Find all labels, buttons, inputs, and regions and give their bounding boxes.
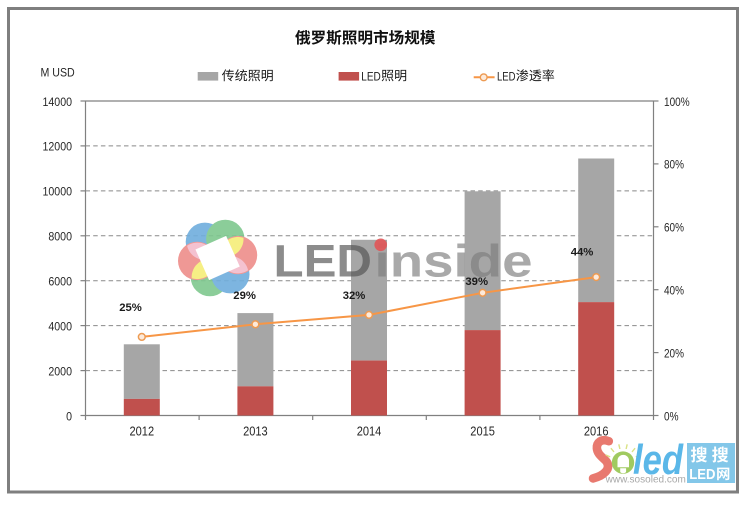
svg-text:M USD: M USD bbox=[41, 65, 75, 79]
svg-text:2000: 2000 bbox=[48, 364, 72, 378]
svg-text:LED: LED bbox=[274, 236, 373, 287]
svg-text:inside: inside bbox=[375, 236, 533, 287]
svg-text:39%: 39% bbox=[465, 276, 488, 288]
svg-text:0: 0 bbox=[66, 409, 72, 423]
svg-text:40%: 40% bbox=[664, 285, 684, 298]
svg-text:led: led bbox=[633, 436, 684, 483]
svg-text:2015: 2015 bbox=[470, 424, 495, 438]
svg-text:10000: 10000 bbox=[43, 185, 73, 199]
svg-text:44%: 44% bbox=[571, 247, 594, 259]
svg-text:LED: LED bbox=[497, 70, 516, 84]
svg-text:www.sosoled.com: www.sosoled.com bbox=[605, 475, 686, 486]
svg-text:4000: 4000 bbox=[48, 319, 72, 333]
svg-text:29%: 29% bbox=[233, 290, 256, 302]
svg-text:LED: LED bbox=[689, 467, 715, 483]
svg-text:12000: 12000 bbox=[43, 140, 73, 154]
svg-text:2012: 2012 bbox=[130, 424, 155, 438]
svg-text:8000: 8000 bbox=[48, 230, 72, 244]
svg-text:20%: 20% bbox=[664, 347, 684, 360]
svg-text:100%: 100% bbox=[664, 96, 690, 109]
svg-text:2014: 2014 bbox=[357, 424, 382, 438]
svg-text:60%: 60% bbox=[664, 222, 684, 235]
svg-text:2016: 2016 bbox=[584, 424, 609, 438]
svg-text:14000: 14000 bbox=[43, 95, 73, 109]
svg-text:0%: 0% bbox=[664, 410, 679, 423]
svg-text:6000: 6000 bbox=[48, 275, 72, 289]
svg-text:80%: 80% bbox=[664, 159, 684, 172]
svg-text:2013: 2013 bbox=[243, 424, 268, 438]
svg-text:LED: LED bbox=[361, 70, 381, 84]
svg-text:25%: 25% bbox=[119, 302, 142, 314]
svg-text:32%: 32% bbox=[343, 290, 366, 302]
